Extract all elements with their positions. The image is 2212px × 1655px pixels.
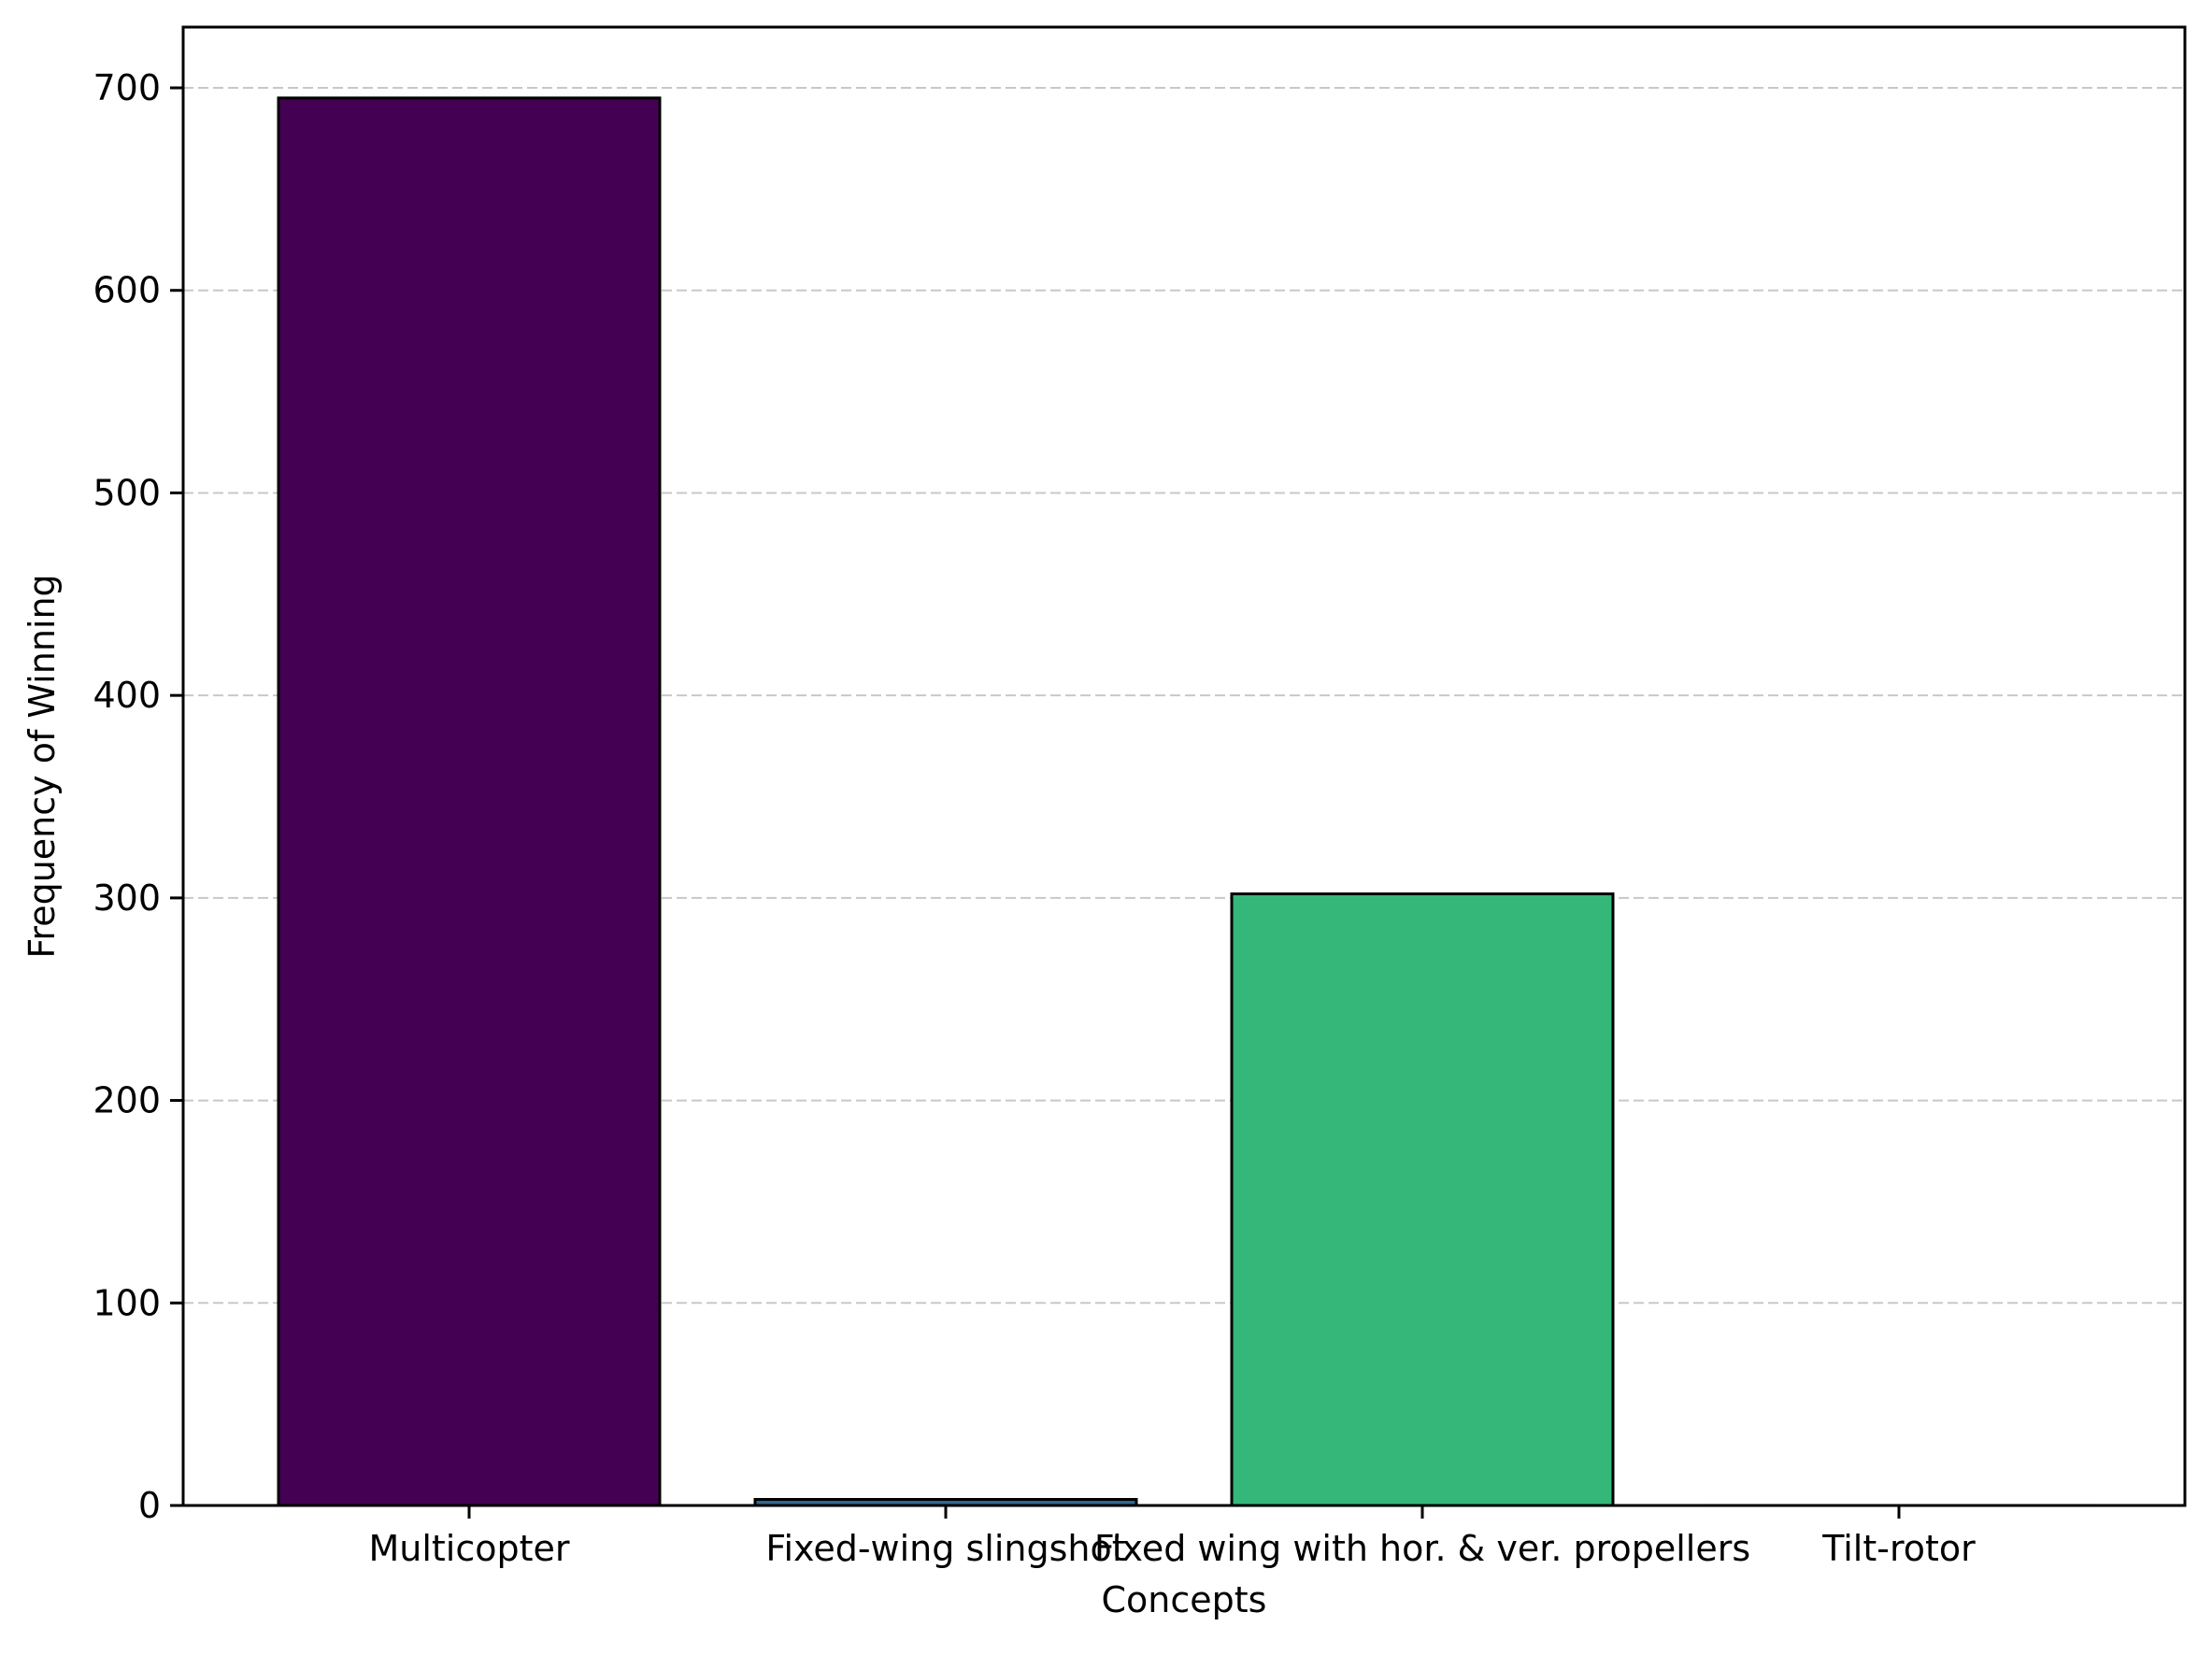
x-tick-label-2: Fixed wing with hor. & ver. propellers (1094, 1528, 1750, 1569)
bar-2 (1232, 894, 1613, 1505)
x-tick-label-0: Multicopter (368, 1528, 569, 1569)
y-axis-label: Frequency of Winning (21, 574, 63, 958)
bar-0 (278, 98, 660, 1505)
y-tick-label-5: 500 (93, 472, 161, 513)
y-tick-label-1: 100 (93, 1282, 161, 1323)
x-axis-label: Concepts (1102, 1579, 1267, 1620)
y-tick-label-4: 400 (93, 675, 161, 716)
y-tick-label-7: 700 (93, 67, 161, 108)
y-tick-label-0: 0 (138, 1485, 161, 1526)
y-tick-label-3: 300 (93, 877, 161, 919)
x-tick-label-3: Tilt-rotor (1821, 1528, 1976, 1569)
x-tick-label-1: Fixed-wing slingshot (765, 1528, 1125, 1569)
y-tick-label-6: 600 (93, 270, 161, 311)
y-tick-label-2: 200 (93, 1080, 161, 1121)
